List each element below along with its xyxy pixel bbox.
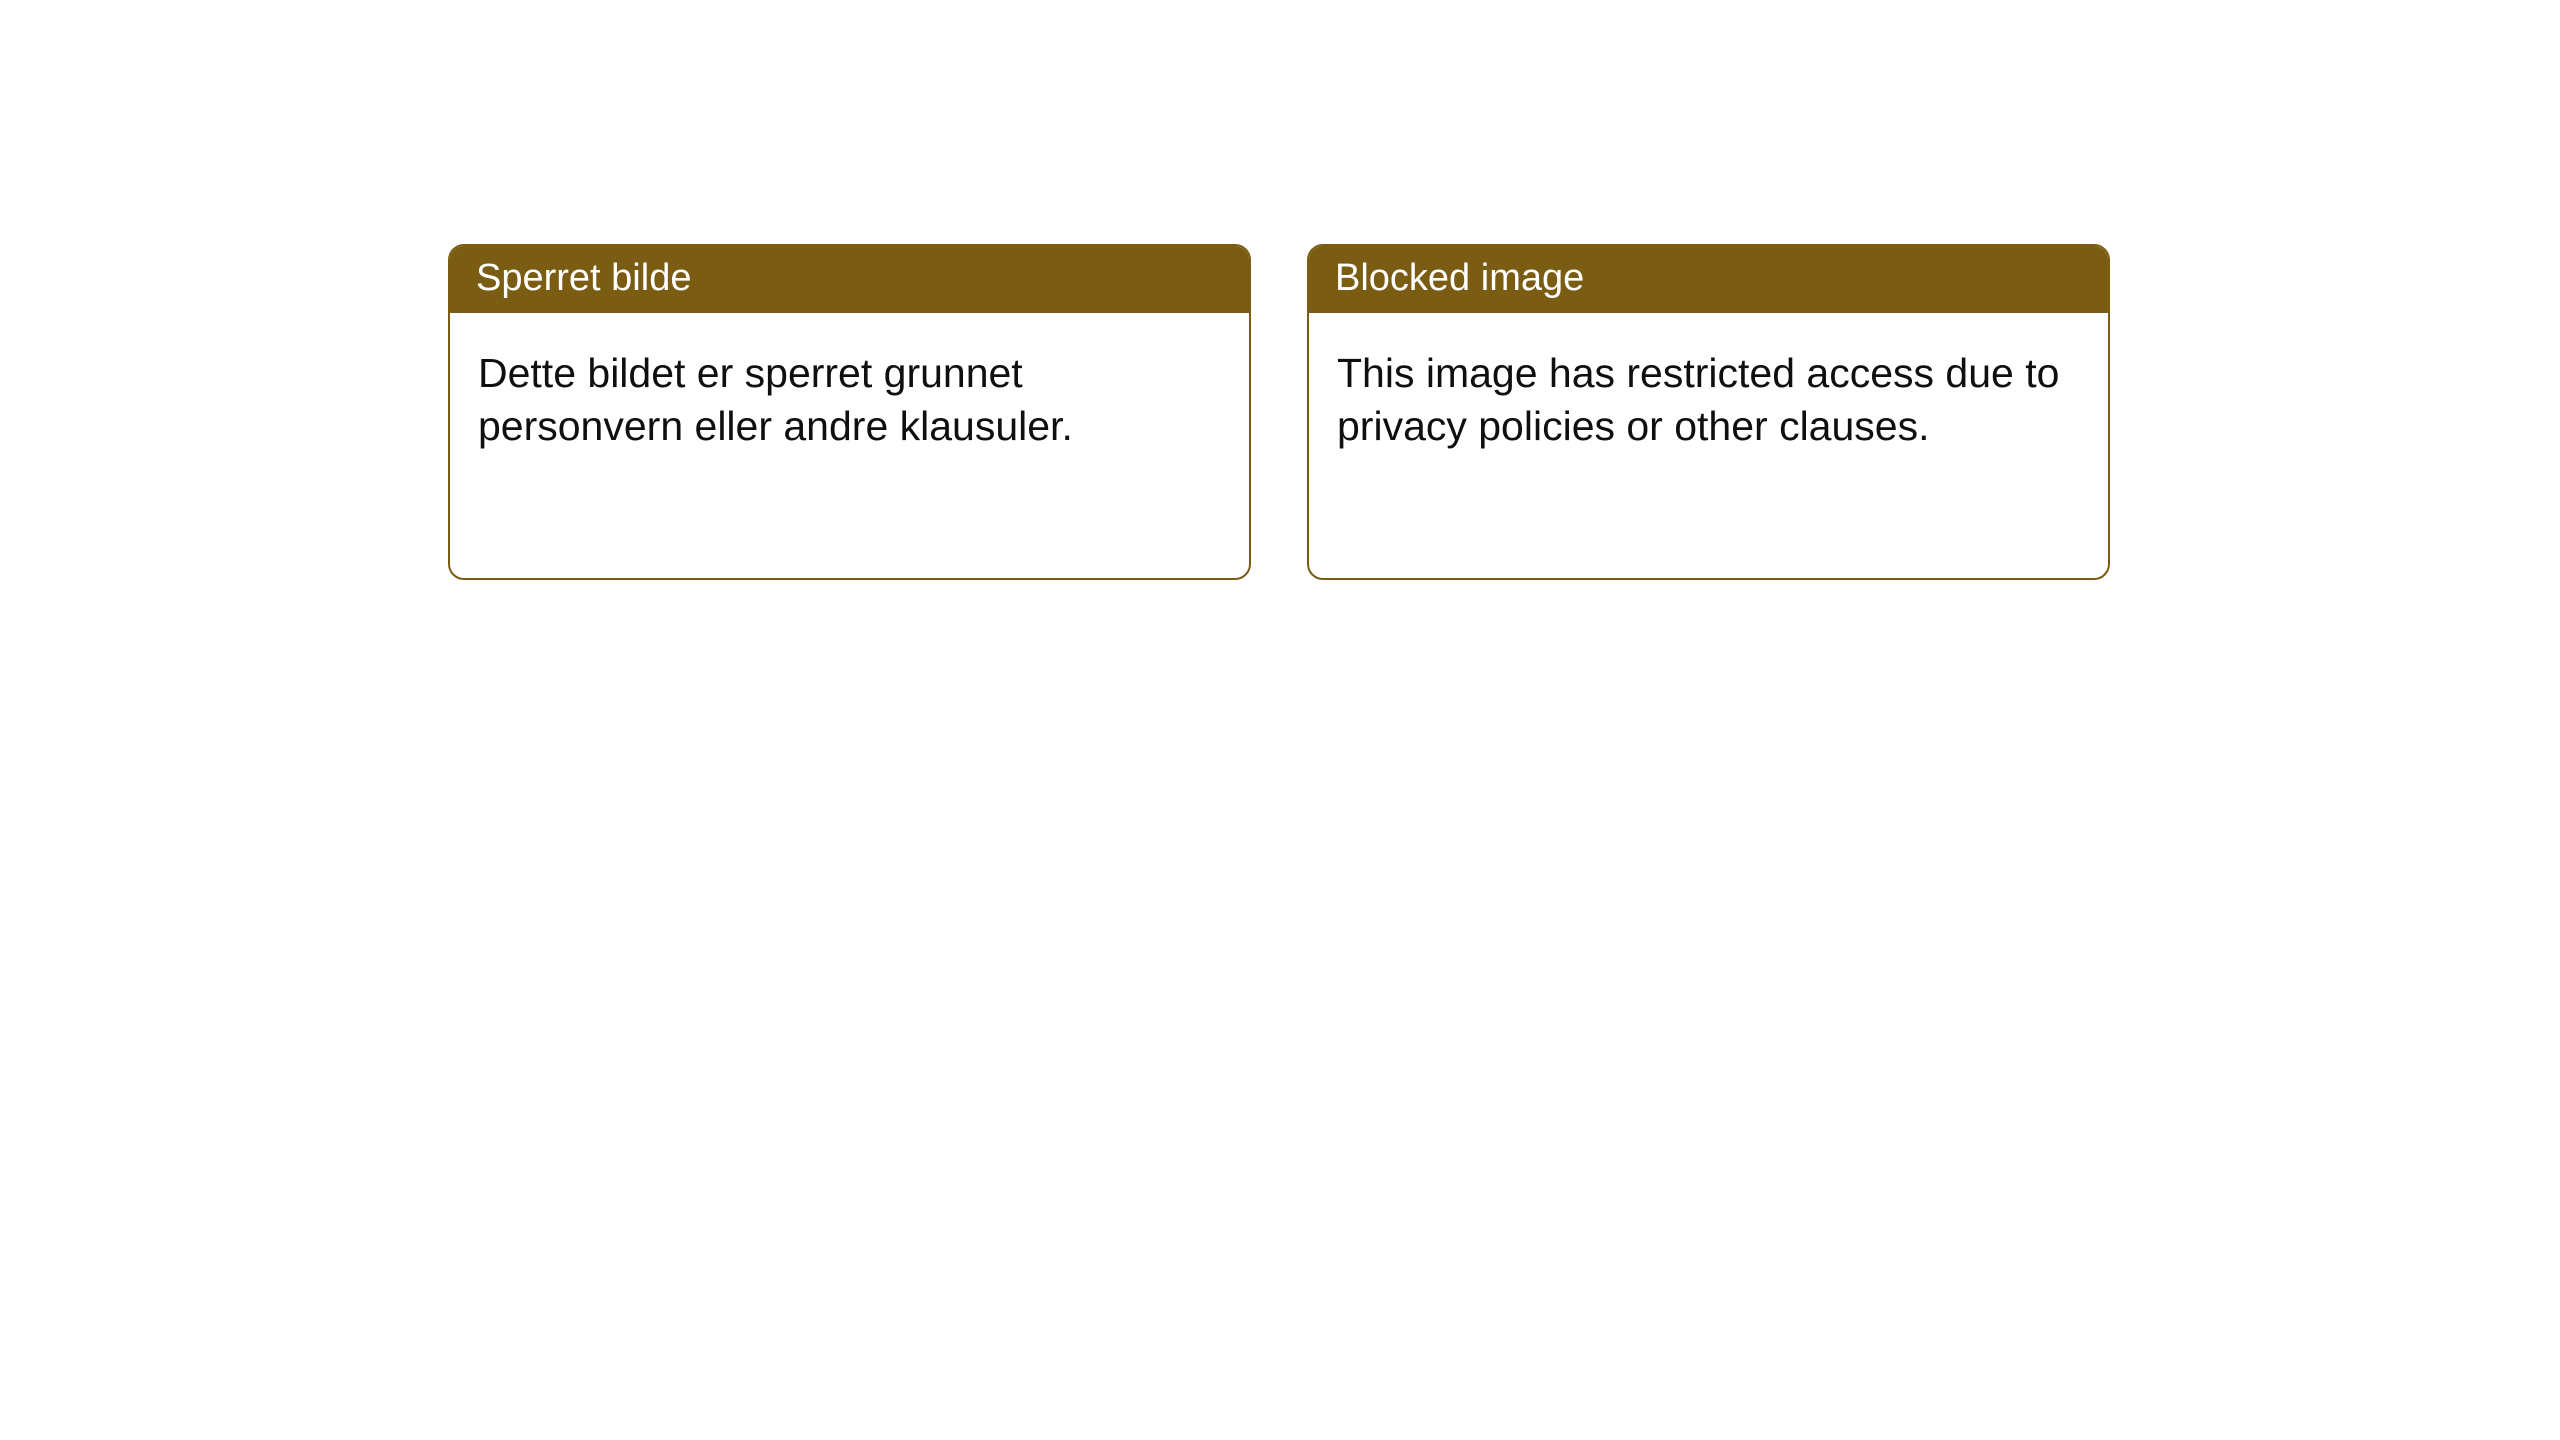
notice-body-norwegian: Dette bildet er sperret grunnet personve… <box>450 313 1249 472</box>
notice-title-norwegian: Sperret bilde <box>450 246 1249 313</box>
notice-card-english: Blocked image This image has restricted … <box>1307 244 2110 580</box>
notice-container: Sperret bilde Dette bildet er sperret gr… <box>0 0 2560 580</box>
notice-body-english: This image has restricted access due to … <box>1309 313 2108 472</box>
notice-card-norwegian: Sperret bilde Dette bildet er sperret gr… <box>448 244 1251 580</box>
notice-title-english: Blocked image <box>1309 246 2108 313</box>
